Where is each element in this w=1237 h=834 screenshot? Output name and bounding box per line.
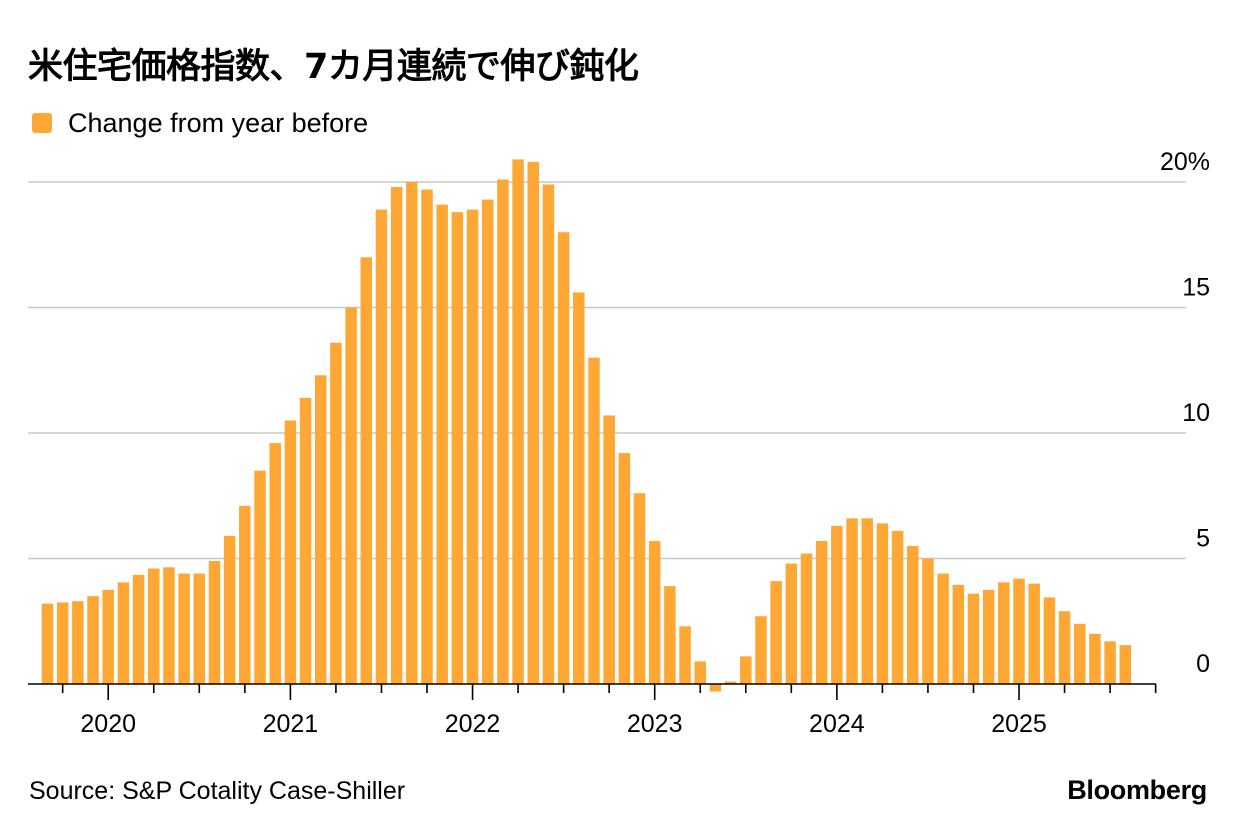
bar — [254, 470, 266, 684]
bar — [375, 209, 388, 685]
x-tick-label: 2020 — [80, 710, 136, 738]
bar — [41, 603, 54, 684]
bar — [284, 420, 297, 684]
bar — [102, 589, 114, 684]
bar — [56, 602, 69, 684]
bar — [603, 415, 615, 684]
y-tick-label: 10 — [1182, 399, 1210, 427]
bar — [770, 581, 782, 684]
chart-title: 米住宅価格指数、7カ月連続で伸び鈍化 — [28, 47, 639, 87]
bar — [132, 574, 145, 684]
bar — [907, 545, 919, 684]
bar — [785, 563, 798, 684]
bar — [148, 568, 160, 684]
x-tick-label: 2022 — [445, 710, 501, 738]
bar — [117, 582, 130, 684]
bar — [679, 626, 691, 684]
bar — [542, 184, 555, 684]
bar — [967, 593, 980, 684]
legend-swatch — [32, 113, 52, 133]
bar — [436, 204, 448, 684]
bar — [72, 601, 84, 684]
bar — [982, 589, 995, 684]
bar — [512, 159, 524, 684]
bar — [588, 357, 600, 684]
bar — [451, 212, 464, 684]
x-tick-label: 2024 — [809, 710, 865, 738]
bar — [1104, 641, 1116, 684]
bar — [800, 553, 813, 684]
x-tick-label: 2023 — [627, 710, 683, 738]
bar — [1073, 623, 1086, 684]
bar — [223, 535, 236, 684]
legend-label: Change from year before — [68, 107, 369, 138]
bar — [1013, 578, 1025, 684]
bar — [1089, 633, 1101, 684]
bar — [299, 397, 312, 684]
bar — [740, 656, 752, 684]
bar — [406, 182, 418, 684]
bloomberg-logo: Bloomberg — [1067, 775, 1207, 805]
bar — [998, 582, 1010, 684]
bar — [1028, 583, 1040, 684]
y-tick-label: 0 — [1196, 650, 1210, 678]
bar — [87, 596, 99, 684]
x-tick-label: 2025 — [991, 710, 1047, 738]
bar — [314, 375, 327, 684]
bar — [618, 453, 631, 684]
bar — [648, 540, 661, 684]
bar — [269, 443, 281, 684]
bar — [481, 199, 494, 684]
y-tick-label: 5 — [1196, 525, 1210, 553]
bar — [239, 505, 251, 684]
bar — [709, 684, 722, 692]
bar — [876, 523, 889, 684]
bar — [952, 584, 965, 684]
bar — [891, 530, 904, 684]
bar — [557, 232, 570, 684]
x-tick-label: 2021 — [263, 710, 319, 738]
bar — [390, 187, 403, 684]
bar — [497, 179, 509, 685]
bar — [466, 209, 479, 685]
bar — [664, 586, 676, 684]
bar — [846, 518, 858, 684]
bar — [937, 573, 949, 684]
bar — [178, 573, 190, 684]
y-tick-label: 20% — [1160, 148, 1210, 176]
bar — [330, 342, 342, 684]
bar — [633, 493, 646, 684]
bar — [815, 540, 828, 684]
source-note: Source: S&P Cotality Case-Shiller — [29, 777, 406, 805]
bar — [1043, 597, 1056, 684]
bar — [861, 518, 873, 684]
bar — [345, 307, 357, 684]
bar — [208, 561, 221, 684]
bar — [922, 558, 934, 684]
bar — [573, 292, 585, 684]
legend: Change from year before — [32, 106, 368, 140]
bar — [360, 257, 373, 684]
bar — [1058, 611, 1071, 684]
bar — [694, 661, 706, 684]
bar — [755, 616, 767, 684]
bar — [527, 161, 540, 685]
bar — [193, 573, 206, 684]
bar — [831, 525, 843, 684]
bar — [724, 681, 737, 684]
bar — [163, 567, 175, 684]
bar — [421, 189, 433, 684]
bar — [1119, 645, 1132, 684]
y-tick-label: 15 — [1182, 274, 1210, 302]
